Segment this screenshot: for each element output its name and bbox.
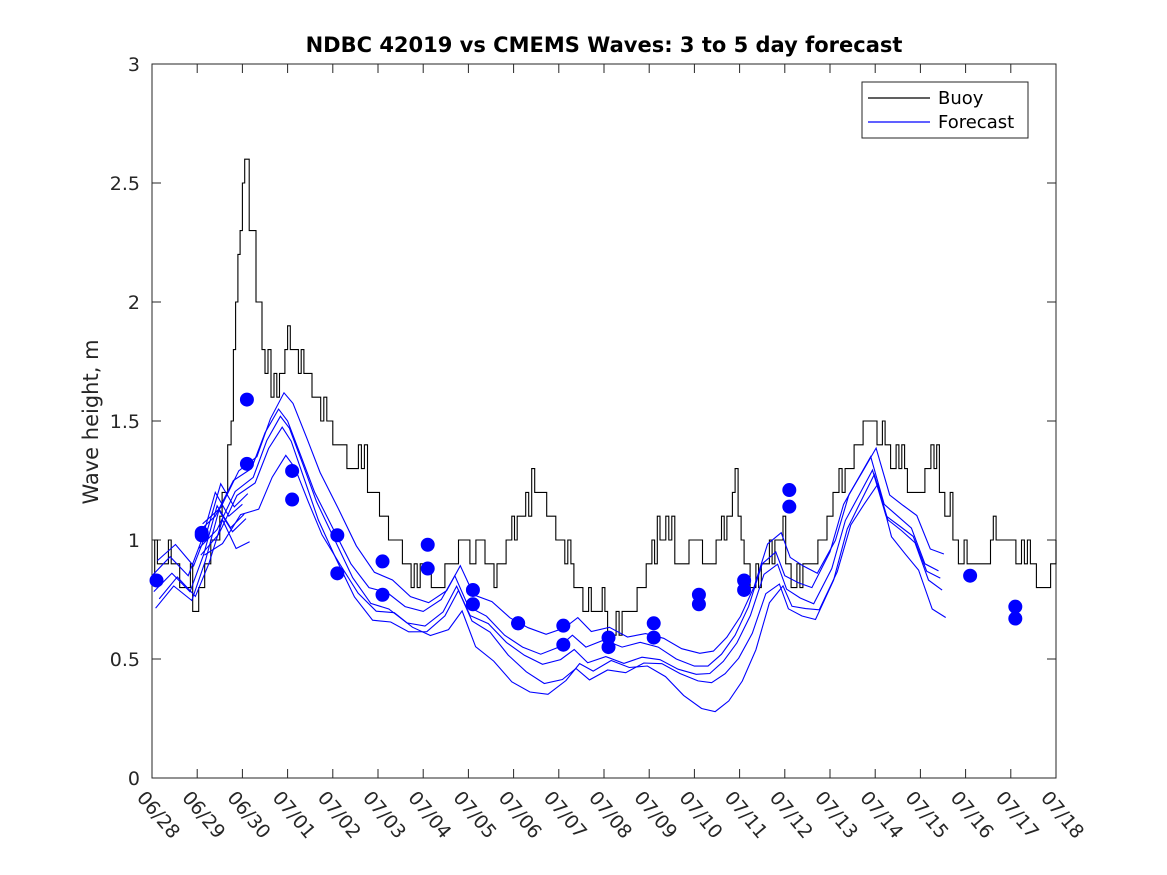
forecast-marker bbox=[646, 630, 661, 645]
y-tick-label: 2.5 bbox=[110, 173, 140, 195]
legend: Buoy Forecast bbox=[861, 81, 1029, 139]
forecast-markers bbox=[149, 392, 1023, 655]
forecast-marker bbox=[149, 573, 164, 588]
forecast-marker bbox=[556, 637, 571, 652]
forecast-marker bbox=[1008, 611, 1023, 626]
forecast-marker bbox=[691, 597, 706, 612]
forecast-marker bbox=[465, 582, 480, 597]
forecast-line bbox=[155, 508, 247, 609]
forecast-marker bbox=[239, 392, 254, 407]
y-tick-label: 1 bbox=[128, 530, 140, 552]
forecast-marker bbox=[239, 456, 254, 471]
forecast-marker bbox=[782, 483, 797, 498]
forecast-line bbox=[202, 391, 945, 654]
y-tick-label: 0 bbox=[128, 768, 140, 790]
y-tick-label: 3 bbox=[128, 54, 140, 76]
y-axis-label: Wave height, m bbox=[79, 339, 103, 504]
forecast-line bbox=[198, 415, 941, 675]
plot-area bbox=[151, 63, 1057, 779]
forecast-marker bbox=[737, 582, 752, 597]
legend-box bbox=[861, 81, 1029, 139]
forecast-line bbox=[196, 408, 939, 667]
forecast-marker bbox=[782, 499, 797, 514]
forecast-marker bbox=[375, 587, 390, 602]
forecast-line bbox=[158, 518, 250, 600]
y-tick-label: 2 bbox=[128, 292, 140, 314]
forecast-marker bbox=[330, 566, 345, 581]
forecast-marker bbox=[646, 616, 661, 631]
plot-frame bbox=[151, 63, 1057, 779]
legend-forecast-label: Forecast bbox=[938, 112, 1014, 133]
forecast-marker bbox=[511, 616, 526, 631]
forecast-marker bbox=[194, 525, 209, 540]
forecast-marker bbox=[963, 568, 978, 583]
forecast-marker bbox=[375, 554, 390, 569]
forecast-marker bbox=[420, 561, 435, 576]
buoy-line bbox=[152, 158, 1057, 636]
y-tick-label: 1.5 bbox=[110, 411, 140, 433]
forecast-marker bbox=[465, 597, 480, 612]
forecast-marker bbox=[601, 640, 616, 655]
forecast-line bbox=[204, 454, 946, 713]
legend-buoy-label: Buoy bbox=[938, 88, 984, 109]
forecast-marker bbox=[285, 463, 300, 478]
forecast-marker bbox=[1008, 599, 1023, 614]
chart-title: NDBC 42019 vs CMEMS Waves: 3 to 5 day fo… bbox=[306, 33, 903, 57]
forecast-marker bbox=[420, 537, 435, 552]
buoy-series bbox=[152, 158, 1057, 636]
forecast-marker bbox=[330, 528, 345, 543]
y-axis: 0 0.5 1 1.5 2 2.5 3 bbox=[110, 54, 1056, 790]
y-tick-label: 0.5 bbox=[110, 649, 140, 671]
forecast-marker bbox=[285, 492, 300, 507]
forecast-marker bbox=[556, 618, 571, 633]
forecast-series bbox=[151, 391, 946, 713]
